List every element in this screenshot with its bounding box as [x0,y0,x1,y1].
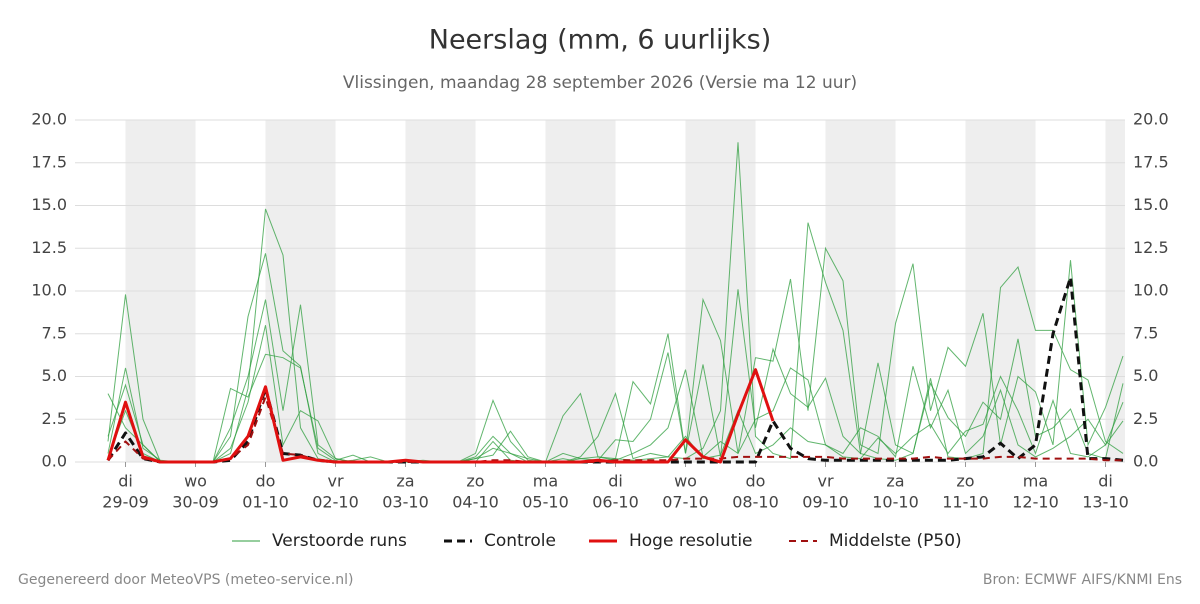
legend-label: Controle [484,531,556,551]
y2-tick-label: 20.0 [1133,110,1169,129]
y-tick-label: 15.0 [31,195,67,214]
x-tick-weekday: di [608,472,623,491]
y-tick-label: 7.5 [42,323,67,342]
ensemble-line [107,353,1124,463]
x-tick-weekday: di [118,472,133,491]
y-tick-label: 20.0 [31,110,67,129]
legend-label: Middelste (P50) [829,531,962,551]
x-tick-label: 11-10 [942,493,989,512]
x-tick-label: 07-10 [662,493,709,512]
x-tick-label: 05-10 [522,493,569,512]
y-tick-label: 0.0 [42,452,67,471]
chart-title: Neerslag (mm, 6 uurlijks) [429,25,771,56]
y-tick-label: 10.0 [31,281,67,300]
x-tick-weekday: za [396,472,414,491]
x-tick-weekday: di [1098,472,1113,491]
y-tick-label: 12.5 [31,238,67,257]
x-tick-weekday: do [256,472,276,491]
x-tick-weekday: vr [327,472,343,491]
x-tick-weekday: wo [674,472,697,491]
x-tick-weekday: ma [533,472,558,491]
chart-subtitle: Vlissingen, maandag 28 september 2026 (V… [343,73,857,93]
y2-tick-label: 17.5 [1133,152,1169,171]
footer-right: Bron: ECMWF AIFS/KNMI Ens [983,572,1182,588]
x-tick-weekday: za [886,472,904,491]
x-tick-weekday: vr [817,472,833,491]
y-tick-label: 2.5 [42,409,67,428]
y2-tick-label: 2.5 [1133,409,1158,428]
x-tick-weekday: do [746,472,766,491]
series-line [107,396,1123,463]
y-tick-label: 5.0 [42,366,67,385]
y2-tick-label: 12.5 [1133,238,1169,257]
ensemble-line [107,289,1124,463]
y2-tick-label: 15.0 [1133,195,1169,214]
ensemble-line [107,142,1124,463]
y2-tick-label: 10.0 [1133,281,1169,300]
y2-tick-label: 5.0 [1133,366,1158,385]
footer-left: Gegenereerd door MeteoVPS (meteo-service… [18,572,353,588]
x-tick-label: 10-10 [872,493,919,512]
x-tick-label: 09-10 [802,493,849,512]
x-tick-label: 01-10 [242,493,289,512]
y2-tick-label: 0.0 [1133,452,1158,471]
x-tick-weekday: zo [466,472,484,491]
x-tick-label: 13-10 [1082,493,1129,512]
x-tick-label: 30-09 [172,493,219,512]
y-tick-label: 17.5 [31,152,67,171]
x-tick-label: 12-10 [1012,493,1059,512]
x-tick-weekday: zo [956,472,974,491]
x-tick-label: 06-10 [592,493,639,512]
x-tick-label: 02-10 [312,493,359,512]
x-tick-weekday: ma [1023,472,1048,491]
legend-label: Verstoorde runs [272,531,407,551]
x-tick-label: 29-09 [102,493,149,512]
x-tick-weekday: wo [184,472,207,491]
x-tick-label: 04-10 [452,493,499,512]
series-line [106,368,775,464]
x-tick-label: 08-10 [732,493,779,512]
x-tick-label: 03-10 [382,493,429,512]
y2-tick-label: 7.5 [1133,323,1158,342]
legend-label: Hoge resolutie [629,531,753,551]
